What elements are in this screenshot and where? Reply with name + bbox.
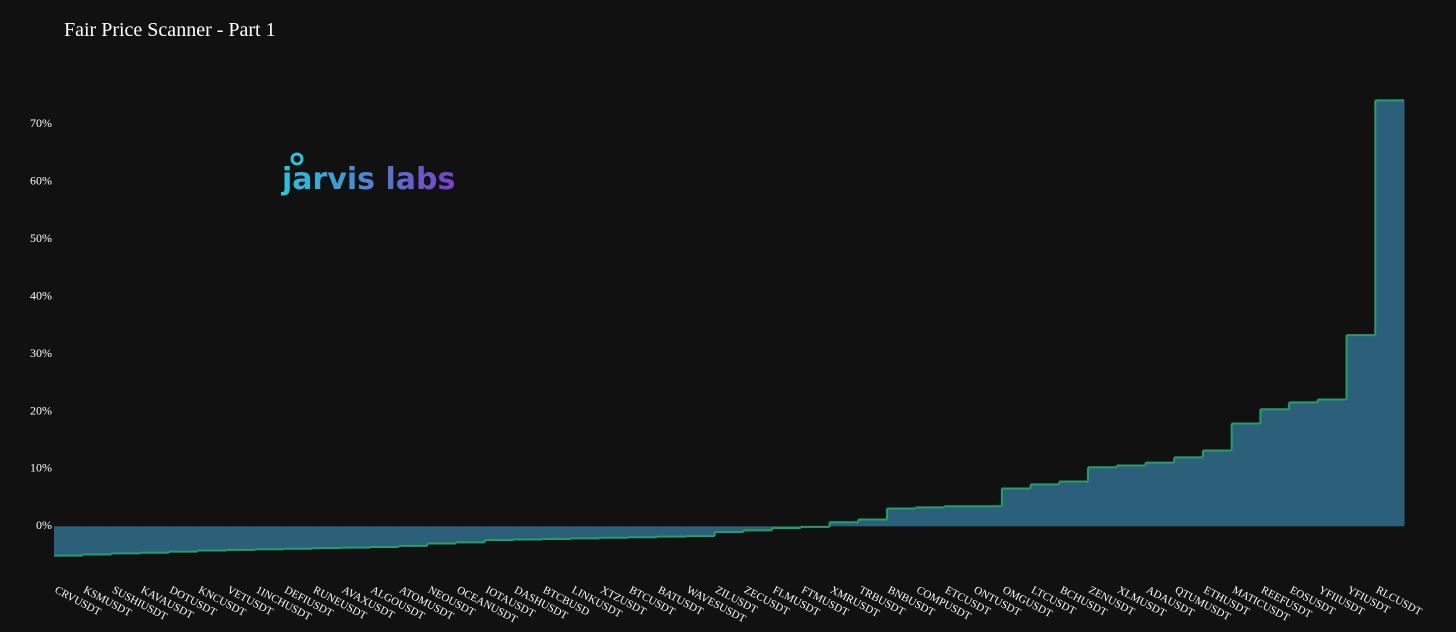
- area-step: [82, 526, 112, 555]
- area-step: [54, 526, 84, 556]
- area-step: [140, 526, 170, 553]
- area-step: [858, 519, 888, 527]
- area-step: [1231, 423, 1261, 527]
- chart-title: Fair Price Scanner - Part 1: [64, 19, 276, 41]
- area-step: [1001, 488, 1032, 527]
- area-step: [197, 526, 227, 551]
- area-step: [1346, 335, 1376, 527]
- area-step: [168, 526, 199, 552]
- y-tick-label: 10%: [30, 461, 52, 475]
- area-step: [628, 526, 658, 538]
- area-step: [886, 508, 917, 527]
- area-step: [226, 526, 256, 550]
- area-step: [427, 526, 457, 544]
- area-step: [111, 526, 141, 554]
- area-step: [1088, 467, 1118, 527]
- area-step: [283, 526, 314, 549]
- area-step: [599, 526, 629, 538]
- y-tick-label: 0%: [36, 518, 52, 532]
- area-step: [1202, 450, 1233, 527]
- y-tick-label: 20%: [30, 403, 52, 417]
- logo-dot: [290, 152, 304, 166]
- area-step: [973, 506, 1003, 527]
- area-step: [1317, 399, 1348, 527]
- area-step: [1145, 462, 1175, 527]
- area-step: [1289, 402, 1319, 527]
- area-step: [513, 526, 543, 540]
- area-step: [255, 526, 285, 550]
- area-step: [1375, 100, 1405, 527]
- area-step: [571, 526, 601, 539]
- area-step: [398, 526, 428, 546]
- area-step: [542, 526, 572, 539]
- area-step: [685, 526, 716, 537]
- area-step: [743, 526, 773, 531]
- y-tick-label: 40%: [30, 288, 52, 302]
- area-step: [369, 526, 400, 547]
- area-step: [1116, 465, 1146, 527]
- area-step: [657, 526, 687, 537]
- y-tick-label: 60%: [30, 174, 52, 188]
- y-tick-label: 70%: [30, 116, 52, 130]
- area-step: [312, 526, 342, 549]
- watermark: jarvis labs: [281, 162, 455, 197]
- area-step: [1260, 409, 1290, 527]
- y-tick-label: 30%: [30, 346, 52, 360]
- area-step: [1030, 484, 1060, 527]
- area-step: [1174, 457, 1204, 527]
- area-step: [829, 522, 859, 527]
- area-step: [341, 526, 371, 548]
- area-step: [915, 507, 945, 527]
- y-tick-label: 50%: [30, 231, 52, 245]
- area-step: [456, 526, 486, 543]
- area-step: [1059, 481, 1089, 527]
- area-step: [944, 506, 974, 527]
- area-step: [714, 526, 744, 533]
- area-step: [484, 526, 515, 541]
